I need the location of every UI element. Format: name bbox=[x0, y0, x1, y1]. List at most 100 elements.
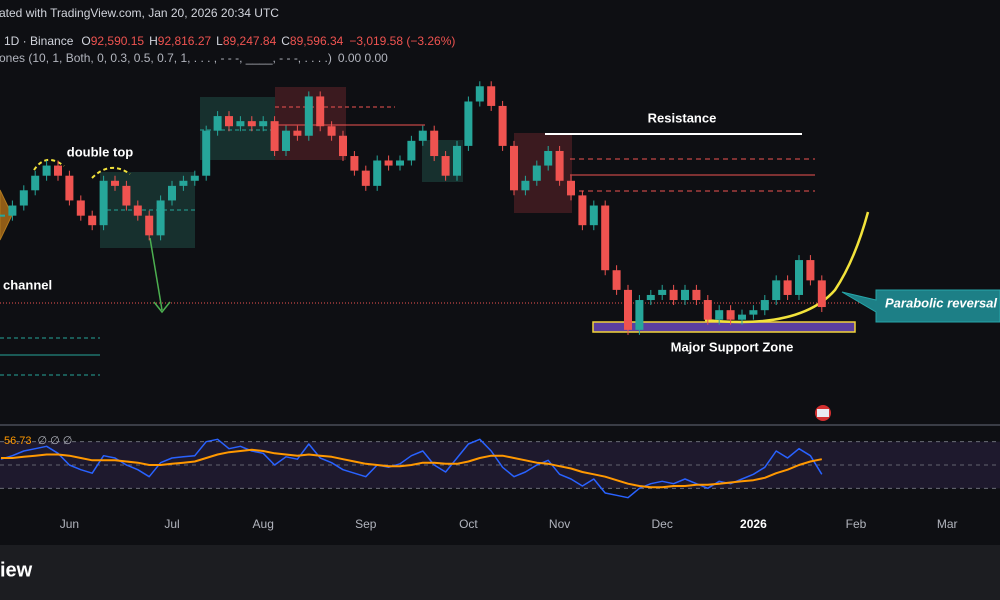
x-tick-label: Sep bbox=[355, 517, 377, 531]
channel-shape bbox=[0, 189, 13, 241]
candle bbox=[350, 156, 359, 171]
parabolic-curve bbox=[704, 211, 870, 324]
candle bbox=[738, 314, 746, 320]
ohlc-label: O bbox=[81, 34, 90, 48]
candle bbox=[133, 205, 142, 216]
candle bbox=[635, 300, 644, 330]
ohlc-value: 89,596.34 bbox=[290, 34, 344, 48]
annotation: Resistance bbox=[648, 110, 717, 125]
ohlc-value: 92,590.15 bbox=[91, 34, 145, 48]
rsi-legend: 56.73 ∅ ∅ ∅ bbox=[4, 435, 72, 447]
candle bbox=[202, 130, 211, 176]
candle bbox=[795, 260, 803, 295]
candle bbox=[190, 175, 199, 181]
candle bbox=[31, 175, 40, 191]
x-tick-label: Jul bbox=[164, 517, 179, 531]
callout bbox=[841, 289, 1000, 323]
symbol: 1D · Binance bbox=[4, 34, 74, 48]
candle bbox=[430, 130, 439, 157]
rsi-extra: ∅ ∅ ∅ bbox=[38, 435, 73, 447]
candle bbox=[817, 280, 826, 308]
candle bbox=[327, 126, 336, 136]
ohlc-label: L bbox=[216, 34, 223, 48]
indicator-line: ones (10, 1, Both, 0, 0.3, 0.5, 0.7, 1, … bbox=[0, 51, 388, 65]
ohlc-value: 92,816.27 bbox=[158, 34, 212, 48]
candle bbox=[19, 190, 28, 206]
candle bbox=[88, 215, 97, 226]
candle bbox=[76, 200, 85, 216]
candle bbox=[498, 105, 507, 146]
x-tick-label: Feb bbox=[846, 517, 867, 531]
indicator: ones (10, 1, Both, 0, 0.3, 0.5, 0.7, 1, … bbox=[0, 51, 332, 65]
candle bbox=[156, 200, 165, 236]
rsi-value: 56.73 bbox=[4, 435, 32, 447]
x-tick-label: 2026 bbox=[740, 517, 767, 531]
candle bbox=[293, 130, 302, 136]
candle bbox=[567, 180, 575, 196]
candle bbox=[361, 170, 370, 186]
candle bbox=[407, 140, 416, 161]
ohlc-label: H bbox=[149, 34, 158, 48]
candle bbox=[692, 289, 701, 301]
candle bbox=[703, 300, 712, 320]
candle bbox=[806, 260, 815, 281]
candle bbox=[122, 185, 131, 206]
annotation: channel bbox=[3, 277, 52, 292]
rsi-line bbox=[0, 438, 823, 499]
candle bbox=[555, 150, 564, 181]
candle bbox=[612, 270, 621, 290]
candle bbox=[624, 289, 632, 330]
indicator-values: 0.00 0.00 bbox=[338, 51, 388, 65]
candle bbox=[749, 310, 758, 315]
annotation: Parabolic reversal bbox=[885, 295, 997, 310]
candle bbox=[658, 289, 667, 295]
top-arc bbox=[33, 159, 65, 171]
candle bbox=[510, 145, 518, 191]
candle bbox=[589, 205, 598, 226]
candle bbox=[453, 145, 461, 176]
demand-box bbox=[200, 97, 275, 160]
candle bbox=[270, 121, 279, 151]
candle bbox=[0, 214, 5, 217]
candle bbox=[111, 180, 119, 186]
candle bbox=[726, 310, 735, 320]
candle bbox=[544, 150, 553, 166]
candle bbox=[578, 195, 587, 226]
candle bbox=[8, 205, 17, 216]
rsi-ma-line bbox=[1, 448, 822, 489]
candle bbox=[384, 160, 393, 166]
candle bbox=[179, 180, 188, 186]
footer-bar bbox=[0, 545, 1000, 600]
published: ated with TradingView.com, Jan 20, 2026 … bbox=[0, 6, 279, 20]
candle bbox=[783, 280, 792, 295]
candle bbox=[532, 165, 541, 181]
change: −3,019.58 (−3.26%) bbox=[349, 34, 455, 48]
candle bbox=[487, 86, 496, 106]
candle bbox=[715, 310, 724, 320]
candle bbox=[396, 160, 404, 166]
annotation: double top bbox=[67, 144, 133, 159]
candle bbox=[373, 160, 382, 186]
candle bbox=[475, 86, 484, 102]
support-zone bbox=[592, 321, 856, 333]
candle bbox=[145, 215, 154, 236]
candle bbox=[304, 96, 313, 136]
candle bbox=[225, 116, 233, 127]
x-tick-label: Nov bbox=[549, 517, 570, 531]
down-arrow bbox=[149, 237, 171, 314]
x-tick-label: Aug bbox=[253, 517, 274, 531]
candle bbox=[42, 165, 51, 176]
ohlc-value: 89,247.84 bbox=[223, 34, 277, 48]
candle bbox=[646, 294, 655, 301]
candle bbox=[259, 121, 268, 127]
candle bbox=[54, 165, 62, 176]
candle bbox=[669, 289, 678, 301]
footer-brand: iew bbox=[0, 559, 33, 581]
ohlc-label: C bbox=[281, 34, 290, 48]
x-tick-label: Jun bbox=[60, 517, 79, 531]
annotation: Major Support Zone bbox=[671, 339, 794, 354]
candle bbox=[760, 300, 769, 311]
candle bbox=[282, 130, 290, 151]
